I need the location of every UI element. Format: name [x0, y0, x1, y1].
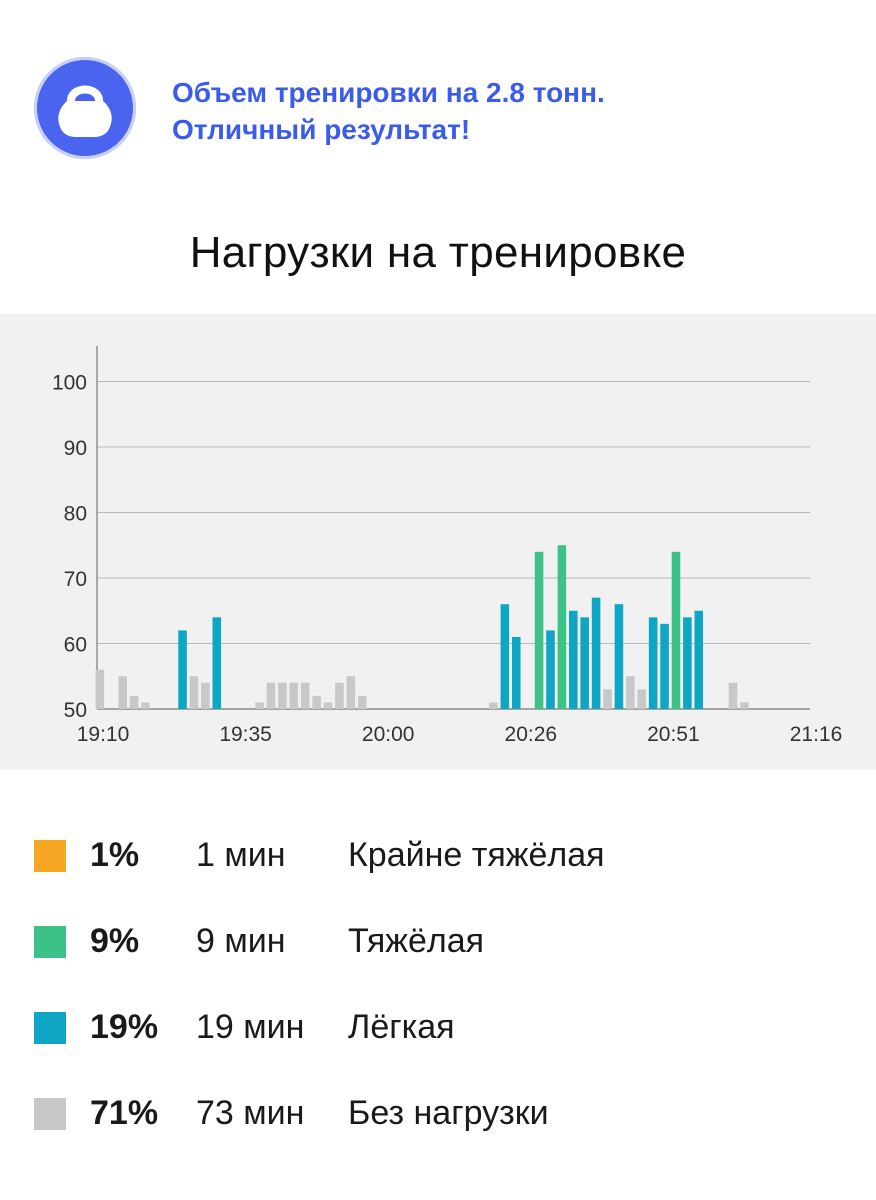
legend-duration: 19 мин: [196, 1008, 305, 1046]
chart-bar-hard: [671, 551, 681, 709]
chart-bar-none: [300, 682, 310, 709]
legend-percent: 71%: [90, 1094, 159, 1132]
legend-swatch-light: [34, 1012, 66, 1044]
legend-swatch-extreme: [34, 840, 66, 872]
legend-row-light: 19% 19 мин Лёгкая: [34, 998, 854, 1058]
kettlebell-icon: [58, 85, 112, 137]
legend-percent: 1%: [90, 836, 140, 874]
legend-label: Крайне тяжёлая: [348, 836, 605, 874]
chart-bar-none: [346, 676, 356, 709]
legend-swatch-none: [34, 1098, 66, 1130]
kettlebell-badge: [34, 57, 136, 159]
chart-bar-none: [141, 702, 150, 709]
chart-bar-light: [500, 604, 510, 709]
chart-bar-none: [603, 689, 612, 709]
chart-bar-none: [189, 676, 199, 709]
legend-percent: 19%: [90, 1008, 159, 1046]
chart-bar-none: [289, 682, 299, 709]
x-tick-label: 20:51: [647, 723, 700, 746]
legend-row-extreme: 1% 1 мин Крайне тяжёлая: [34, 826, 854, 886]
legend-percent: 9%: [90, 922, 140, 960]
legend-duration: 73 мин: [196, 1094, 305, 1132]
chart-bar-none: [129, 695, 139, 709]
chart-bar-none: [740, 702, 749, 709]
chart-bar-light: [694, 610, 704, 709]
load-chart: 50 60 70 80 90 100 19:10 19:35 20:00 20:26 20:51 21…: [52, 346, 843, 746]
legend-row-hard: 9% 9 мин Тяжёлая: [34, 912, 854, 972]
chart-bar-light: [212, 617, 222, 709]
banner-line-result: Отличный результат!: [172, 114, 471, 145]
x-tick-label: 19:10: [77, 723, 130, 746]
x-tick-label: 20:00: [362, 723, 415, 746]
banner-message: Объем тренировки на 2.8 тонн. Отличный р…: [172, 74, 605, 148]
y-tick-label: 50: [64, 699, 87, 722]
y-tick-label: 60: [64, 634, 87, 657]
legend-label: Тяжёлая: [348, 922, 485, 960]
chart-bar-light: [591, 597, 601, 709]
chart-bar-none: [323, 702, 333, 709]
chart-bar-light: [580, 617, 589, 709]
legend-duration: 9 мин: [196, 922, 286, 960]
y-tick-label: 70: [64, 568, 87, 591]
legend-label: Без нагрузки: [348, 1094, 549, 1132]
chart-bar-light: [178, 630, 187, 709]
chart-bar-none: [255, 702, 264, 709]
legend-label: Лёгкая: [348, 1008, 455, 1046]
chart-bar-light: [511, 636, 521, 709]
chart-bar-none: [489, 702, 498, 709]
x-tick-label: 20:26: [505, 723, 558, 746]
chart-bar-none: [335, 682, 344, 709]
chart-bar-light: [683, 617, 692, 709]
chart-bar-none: [728, 682, 738, 709]
chart-bar-none: [312, 695, 321, 709]
chart-bar-hard: [557, 545, 567, 709]
page-title: Нагрузки на тренировке: [189, 228, 687, 277]
chart-bar-hard: [534, 551, 544, 709]
chart-bar-none: [626, 676, 635, 709]
volume-banner: Объем тренировки на 2.8 тонн. Отличный р…: [0, 0, 876, 190]
chart-bar-light: [546, 630, 555, 709]
legend-swatch-hard: [34, 926, 66, 958]
chart-bar-light: [648, 617, 658, 709]
banner-line-volume: Объем тренировки на 2.8 тонн.: [172, 77, 605, 108]
y-tick-label: 80: [64, 503, 87, 526]
x-tick-label: 19:35: [219, 723, 272, 746]
legend-row-none: 71% 73 мин Без нагрузки: [34, 1084, 854, 1144]
chart-bar-none: [357, 695, 367, 709]
chart-bar-none: [278, 682, 287, 709]
chart-bar-none: [95, 669, 105, 709]
legend-duration: 1 мин: [196, 836, 286, 874]
chart-bar-none: [637, 689, 647, 709]
chart-bar-light: [660, 623, 669, 709]
chart-bar-none: [201, 682, 210, 709]
chart-bar-light: [614, 604, 624, 709]
chart-bar-none: [266, 682, 276, 709]
x-tick-label: 21:16: [790, 723, 843, 746]
y-tick-label: 90: [64, 437, 87, 460]
chart-bar-light: [569, 610, 578, 709]
load-chart-panel: 50 60 70 80 90 100 19:10 19:35 20:00 20:26 20:51 21…: [0, 314, 876, 770]
y-tick-label: 100: [52, 372, 87, 395]
chart-bar-none: [118, 676, 127, 709]
